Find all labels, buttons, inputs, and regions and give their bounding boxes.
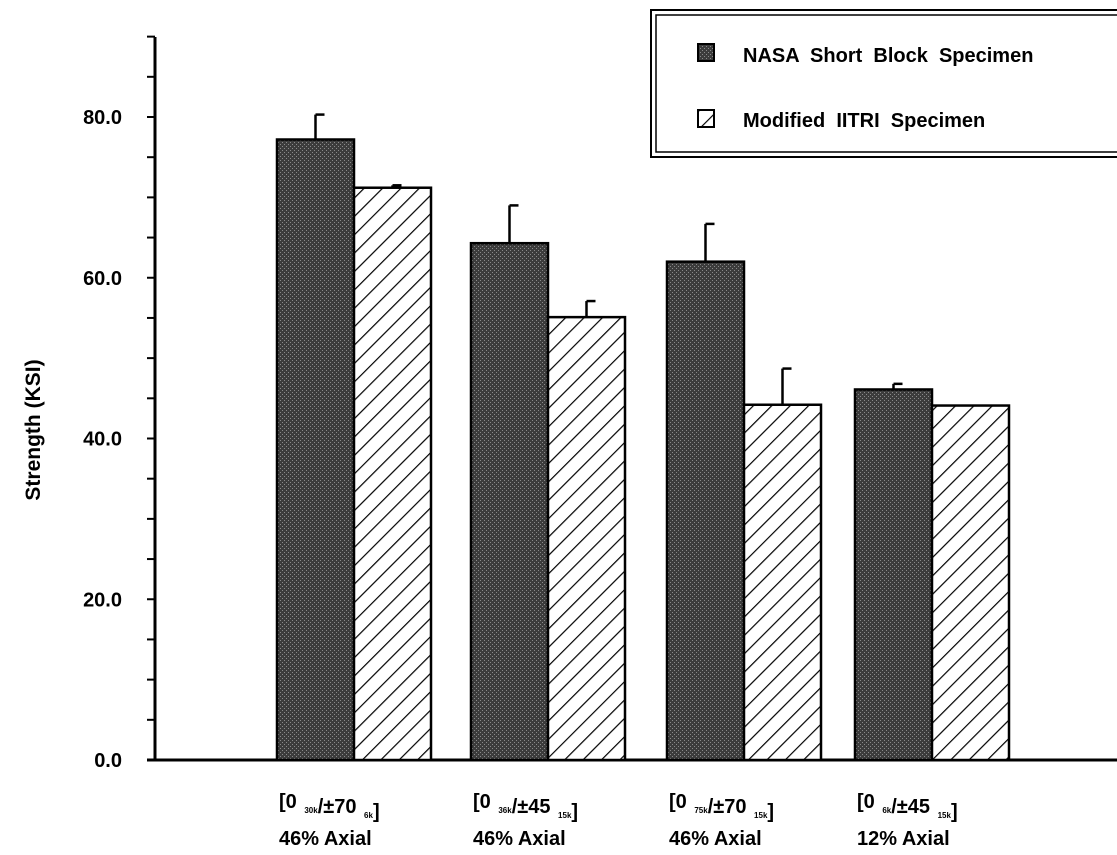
bar-iitri-4 <box>930 404 1011 762</box>
category-labels-group: [0 30k/±70 6k] 46% Axial [0 36k/±45 15k] 46… <box>279 791 958 850</box>
error-bars-group <box>314 113 903 405</box>
legend-frame-inner <box>655 14 1117 153</box>
bar-nasa-3 <box>665 260 746 762</box>
y-axis-title: Strength (KSI) <box>22 359 45 500</box>
bar-nasa-4 <box>853 388 934 762</box>
bar-nasa-2 <box>469 241 550 762</box>
y-tick-label: 80.0 <box>83 107 122 129</box>
y-tick-label: 60.0 <box>83 268 122 290</box>
legend-frame <box>650 9 1117 158</box>
bars-group <box>275 138 1011 762</box>
legend-swatch-nasa <box>697 43 715 62</box>
bar-iitri-1 <box>352 186 433 762</box>
x-category-label-line2: 12% Axial <box>857 828 950 850</box>
legend-label-nasa: NASA Short Block Specimen <box>743 45 1033 67</box>
x-category-label-line1: [0 36k/±45 15k] <box>473 791 578 823</box>
bar-iitri-3 <box>742 403 823 762</box>
y-axis: 0.0 20.0 40.0 60.0 80.0 <box>83 35 157 772</box>
bar-iitri-2 <box>546 315 627 762</box>
x-category-label-line1: [0 75k/±70 15k] <box>669 791 774 823</box>
x-category-label-line1: [0 6k/±45 15k] <box>857 791 958 823</box>
x-category-label-line2: 46% Axial <box>473 828 566 850</box>
y-tick-label: 40.0 <box>83 429 122 451</box>
x-category-label-line2: 46% Axial <box>669 828 762 850</box>
legend: NASA Short Block Specimen Modified IITRI… <box>650 9 1117 158</box>
legend-swatch-iitri <box>697 109 715 128</box>
legend-label-iitri: Modified IITRI Specimen <box>743 110 985 132</box>
y-tick-label: 20.0 <box>83 589 122 611</box>
y-tick-label: 0.0 <box>94 750 122 772</box>
x-category-label-line2: 46% Axial <box>279 828 372 850</box>
x-category-label-line1: [0 30k/±70 6k] <box>279 791 380 823</box>
bar-nasa-1 <box>275 138 356 762</box>
